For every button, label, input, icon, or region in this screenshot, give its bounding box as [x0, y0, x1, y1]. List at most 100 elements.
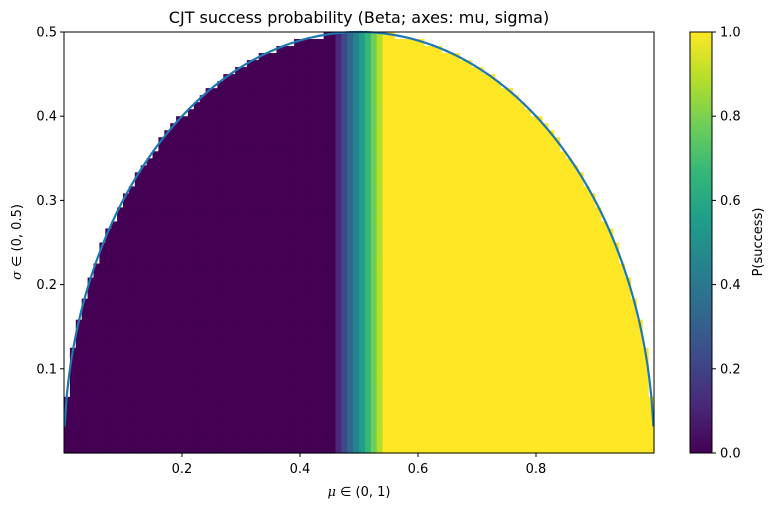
heatmap-cell: [376, 270, 384, 279]
heatmap-cell: [471, 382, 478, 391]
heatmap-cell: [288, 326, 295, 335]
heatmap-cell: [282, 305, 289, 314]
heatmap-cell: [394, 403, 401, 412]
heatmap-cell: [341, 319, 348, 328]
heatmap-cell: [335, 417, 342, 426]
heatmap-cell: [512, 389, 519, 398]
heatmap-cell: [388, 368, 395, 377]
heatmap-cell: [140, 424, 148, 433]
heatmap-cell: [429, 354, 437, 363]
heatmap-cell: [276, 389, 283, 398]
heatmap-cell: [217, 340, 224, 349]
heatmap-cell: [81, 424, 89, 433]
heatmap-cell: [388, 221, 395, 230]
heatmap-cell: [335, 53, 342, 61]
heatmap-cell: [636, 431, 643, 440]
heatmap-cell: [506, 200, 513, 209]
heatmap-cell: [382, 151, 390, 159]
heatmap-cell: [229, 389, 236, 398]
heatmap-cell: [117, 270, 124, 279]
heatmap-cell: [347, 284, 354, 293]
heatmap-cell: [459, 95, 466, 103]
heatmap-cell: [441, 368, 449, 377]
heatmap-cell: [146, 207, 154, 216]
heatmap-cell: [81, 361, 89, 370]
heatmap-cell: [382, 424, 390, 433]
heatmap-cell: [205, 424, 213, 433]
heatmap-cell: [565, 396, 572, 405]
heatmap-cell: [353, 53, 360, 61]
heatmap-cell: [494, 445, 502, 454]
heatmap-cell: [447, 382, 454, 391]
heatmap-cell: [624, 445, 631, 454]
heatmap-cell: [193, 354, 201, 363]
heatmap-cell: [435, 46, 443, 54]
heatmap-cell: [435, 284, 443, 293]
heatmap-cell: [282, 256, 289, 265]
heatmap-cell: [117, 410, 124, 419]
heatmap-cell: [518, 291, 525, 300]
heatmap-cell: [182, 277, 189, 286]
heatmap-cell: [258, 88, 266, 96]
heatmap-cell: [530, 340, 537, 349]
heatmap-cell: [311, 438, 319, 447]
heatmap-cell: [300, 109, 307, 117]
heatmap-cell: [276, 256, 283, 265]
heatmap-cell: [317, 214, 325, 223]
heatmap-cell: [541, 179, 549, 187]
heatmap-cell: [488, 375, 496, 384]
heatmap-cell: [394, 354, 401, 363]
heatmap-cell: [335, 144, 342, 152]
heatmap-cell: [412, 109, 419, 117]
heatmap-cell: [359, 438, 366, 447]
heatmap-cell: [382, 172, 390, 180]
heatmap-cell: [506, 298, 513, 307]
heatmap-cell: [170, 389, 177, 398]
heatmap-cell: [429, 144, 437, 152]
heatmap-cell: [164, 445, 171, 454]
heatmap-cell: [388, 417, 395, 426]
heatmap-cell: [217, 137, 224, 145]
heatmap-cell: [211, 389, 218, 398]
heatmap-cell: [199, 361, 207, 370]
heatmap-cell: [506, 375, 513, 384]
heatmap-cell: [471, 347, 478, 356]
heatmap-cell: [453, 340, 460, 349]
heatmap-cell: [87, 410, 95, 419]
heatmap-cell: [341, 410, 348, 419]
heatmap-cell: [252, 361, 260, 370]
heatmap-cell: [418, 312, 425, 321]
heatmap-cell: [571, 445, 578, 454]
heatmap-cell: [565, 354, 572, 363]
heatmap-cell: [93, 431, 100, 440]
heatmap-cell: [323, 410, 331, 419]
heatmap-cell: [187, 263, 195, 272]
heatmap-cell: [152, 256, 159, 265]
heatmap-cell: [364, 417, 372, 426]
heatmap-cell: [182, 333, 189, 342]
heatmap-cell: [276, 151, 283, 159]
heatmap-cell: [75, 326, 83, 335]
heatmap-cell: [223, 340, 230, 349]
heatmap-cell: [412, 319, 419, 328]
heatmap-cell: [541, 438, 549, 447]
heatmap-cell: [170, 165, 177, 173]
heatmap-cell: [429, 123, 437, 131]
heatmap-cell: [341, 172, 348, 180]
heatmap-cell: [223, 417, 230, 426]
heatmap-cell: [217, 368, 224, 377]
heatmap-cell: [406, 438, 413, 447]
heatmap-cell: [565, 172, 572, 180]
heatmap-cell: [500, 130, 508, 138]
heatmap-cell: [471, 263, 478, 272]
heatmap-cell: [329, 249, 336, 258]
heatmap-cell: [423, 438, 431, 447]
heatmap-cell: [341, 403, 348, 412]
heatmap-cell: [447, 88, 454, 96]
heatmap-cell: [140, 256, 148, 265]
heatmap-cell: [288, 354, 295, 363]
heatmap-cell: [341, 382, 348, 391]
heatmap-cell: [276, 333, 283, 342]
heatmap-cell: [406, 46, 413, 54]
heatmap-cell: [223, 375, 230, 384]
